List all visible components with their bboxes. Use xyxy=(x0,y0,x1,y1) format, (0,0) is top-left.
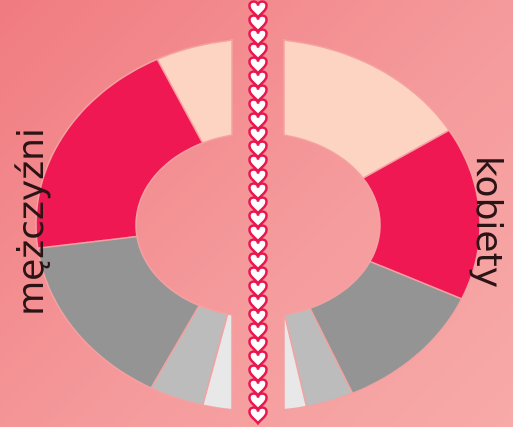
heart-chain-divider xyxy=(248,0,268,426)
right-slice-6 xyxy=(283,313,308,411)
left-donut xyxy=(35,39,233,411)
series-label-right: kobiety xyxy=(468,155,509,289)
right-donut xyxy=(283,38,481,411)
heart-icon xyxy=(248,406,268,426)
left-slice-6 xyxy=(201,313,233,411)
series-label-left: mężczyźni xyxy=(11,128,52,316)
